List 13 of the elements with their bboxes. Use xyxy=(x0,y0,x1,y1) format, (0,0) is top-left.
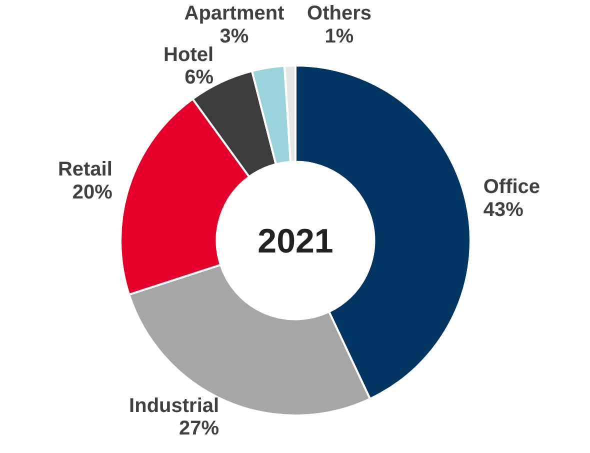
slice-label: Retail xyxy=(58,158,112,181)
data-label: 27% xyxy=(179,418,220,440)
data-label: 6% xyxy=(184,66,214,89)
slice-label: Office xyxy=(483,176,540,198)
slice-label: Others xyxy=(307,2,372,25)
data-label: 43% xyxy=(483,198,524,221)
slice-label: Hotel xyxy=(164,44,214,66)
slice-label: Apartment xyxy=(184,2,285,25)
data-label: 20% xyxy=(72,181,113,204)
slice-label: Industrial xyxy=(129,394,220,417)
data-label: 1% xyxy=(324,25,354,48)
data-label: 3% xyxy=(220,25,249,48)
text: 2021 xyxy=(258,222,334,260)
